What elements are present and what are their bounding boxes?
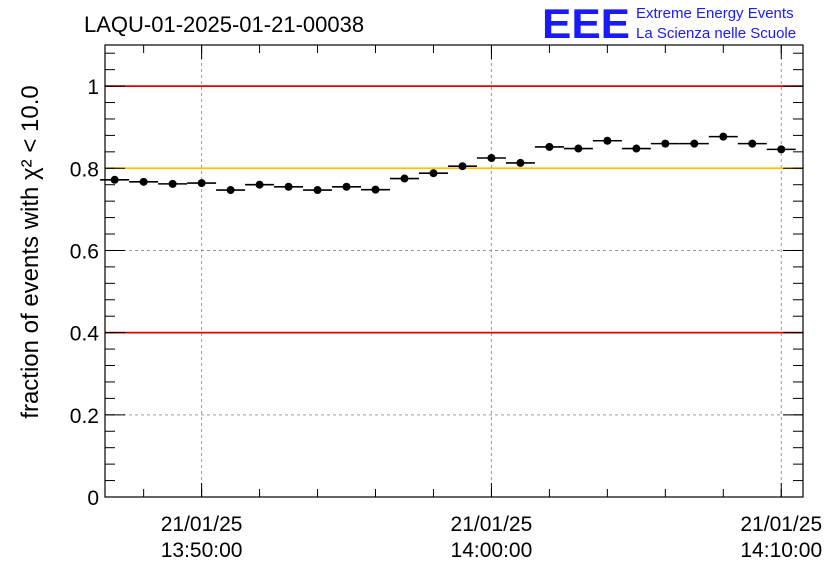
- data-point: [197, 179, 206, 188]
- data-point: [719, 132, 728, 141]
- y-tick-label: 1: [87, 76, 99, 99]
- x-tick-time: 14:10:00: [740, 539, 822, 562]
- y-tick-label: 0.2: [70, 405, 99, 428]
- x-tick-date: 21/01/25: [740, 513, 822, 536]
- y-tick-label: 0.8: [70, 158, 99, 181]
- data-point: [139, 177, 148, 186]
- data-point: [110, 175, 119, 184]
- data-point: [313, 186, 322, 195]
- data-point: [603, 136, 612, 145]
- x-tick-time: 14:00:00: [451, 539, 533, 562]
- brand-line-2: La Scienza nelle Scuole: [636, 25, 796, 42]
- eee-logo-mark: EEE: [542, 0, 630, 47]
- eee-logo: EEE Extreme Energy Events La Scienza nel…: [542, 0, 796, 47]
- data-point: [400, 174, 409, 183]
- data-point: [458, 162, 467, 171]
- data-point: [284, 182, 293, 191]
- axis-ticks: [105, 45, 803, 498]
- data-point: [516, 158, 525, 167]
- chart-title: LAQU-01-2025-01-21-00038: [84, 12, 364, 37]
- y-tick-label: 0.6: [70, 240, 99, 263]
- reference-lines: [105, 85, 803, 334]
- plot-frame: [104, 44, 804, 498]
- data-point: [342, 182, 351, 191]
- x-tick-time: 13:50:00: [161, 539, 243, 562]
- y-axis-label: fraction of events with χ² < 10.0: [17, 85, 44, 418]
- data-point: [632, 144, 641, 153]
- y-tick-label: 0.4: [70, 323, 100, 346]
- data-point: [429, 169, 438, 178]
- data-point: [168, 179, 177, 188]
- data-point: [574, 144, 583, 153]
- grid-layer: [105, 45, 803, 497]
- data-point: [255, 180, 264, 189]
- tick-labels: 0 0.2 0.4 0.6 0.8 1 21/01/25 13:50:00 21/01/25 14…: [70, 76, 822, 562]
- data-point: [748, 139, 757, 148]
- brand-line-1: Extreme Energy Events: [636, 5, 794, 22]
- y-tick-label: 0: [87, 487, 99, 510]
- data-point: [226, 186, 235, 195]
- data-point: [777, 145, 786, 154]
- data-points: [100, 132, 796, 195]
- data-point: [545, 142, 554, 151]
- x-tick-date: 21/01/25: [161, 513, 243, 536]
- x-tick-date: 21/01/25: [451, 513, 533, 536]
- data-point: [690, 139, 699, 148]
- data-point: [661, 139, 670, 148]
- data-point: [487, 154, 496, 162]
- data-point: [371, 185, 380, 194]
